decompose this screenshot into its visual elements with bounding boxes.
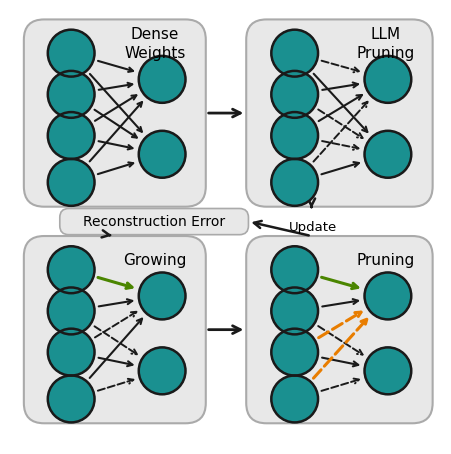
Text: LLM
Pruning: LLM Pruning: [356, 27, 414, 60]
Circle shape: [48, 287, 94, 335]
Circle shape: [271, 287, 318, 335]
FancyBboxPatch shape: [246, 20, 432, 207]
Circle shape: [138, 131, 185, 178]
Text: Update: Update: [288, 222, 336, 234]
Circle shape: [48, 30, 94, 77]
Circle shape: [271, 71, 318, 118]
Text: Growing: Growing: [123, 253, 186, 268]
Circle shape: [271, 375, 318, 422]
Circle shape: [138, 56, 185, 103]
Circle shape: [364, 131, 410, 178]
Circle shape: [364, 272, 410, 320]
FancyBboxPatch shape: [60, 208, 248, 235]
Circle shape: [138, 347, 185, 395]
Circle shape: [271, 329, 318, 375]
Circle shape: [48, 71, 94, 118]
Circle shape: [48, 159, 94, 206]
Circle shape: [271, 112, 318, 159]
Circle shape: [271, 30, 318, 77]
Circle shape: [48, 112, 94, 159]
Circle shape: [48, 246, 94, 293]
Circle shape: [364, 56, 410, 103]
Circle shape: [48, 329, 94, 375]
Text: Pruning: Pruning: [356, 253, 414, 268]
Text: Dense
Weights: Dense Weights: [124, 27, 185, 60]
FancyBboxPatch shape: [24, 236, 205, 423]
Circle shape: [48, 375, 94, 422]
FancyBboxPatch shape: [246, 236, 432, 423]
Circle shape: [271, 246, 318, 293]
Circle shape: [138, 272, 185, 320]
Text: Reconstruction Error: Reconstruction Error: [83, 215, 225, 228]
Circle shape: [364, 347, 410, 395]
Circle shape: [271, 159, 318, 206]
FancyBboxPatch shape: [24, 20, 205, 207]
